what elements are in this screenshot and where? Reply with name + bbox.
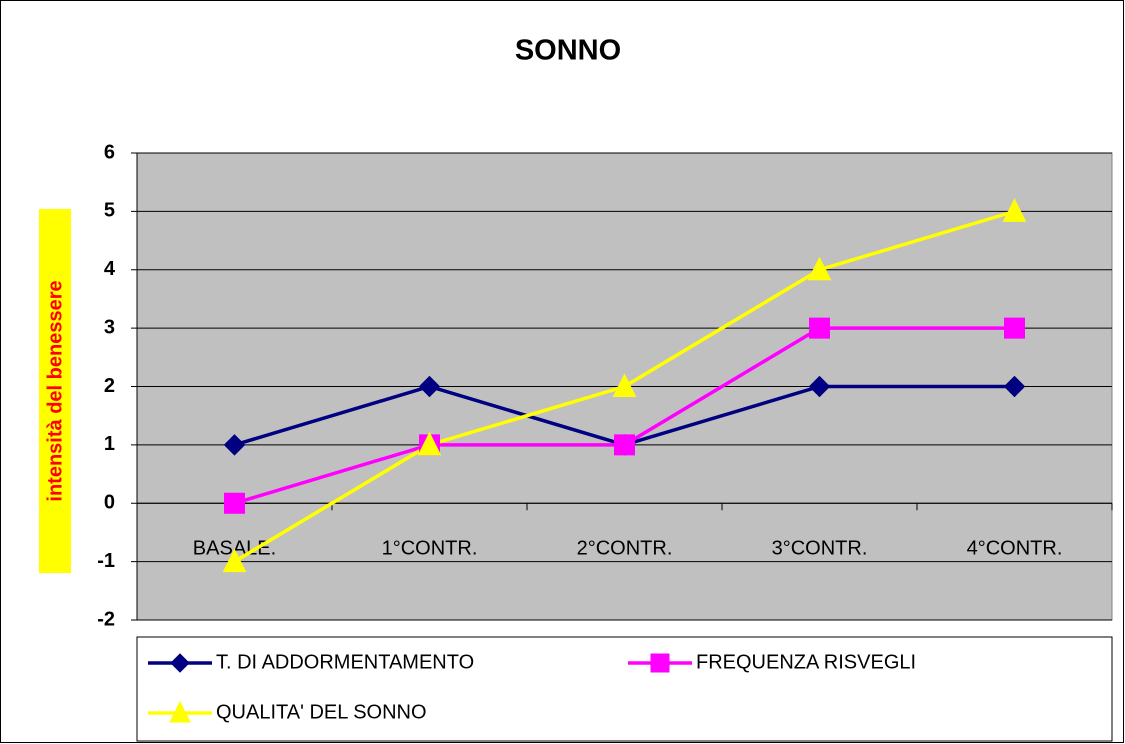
x-tick-label: 3°CONTR. bbox=[772, 538, 868, 560]
y-axis-title: intensità del benessere bbox=[44, 280, 66, 501]
marker bbox=[612, 373, 637, 397]
marker bbox=[1004, 317, 1025, 339]
y-tick-label: 5 bbox=[104, 200, 115, 222]
y-tick-label: -1 bbox=[97, 550, 115, 572]
marker bbox=[809, 317, 830, 339]
marker bbox=[807, 256, 832, 281]
legend-marker bbox=[650, 653, 670, 673]
y-axis-title-background bbox=[39, 209, 71, 573]
marker bbox=[1002, 198, 1027, 222]
y-tick-label: 1 bbox=[104, 433, 115, 455]
marker bbox=[223, 434, 246, 456]
chart-title: SONNO bbox=[515, 35, 621, 67]
legend-box bbox=[136, 636, 1113, 742]
x-tick-label: 1°CONTR. bbox=[382, 538, 478, 560]
y-tick-label: 3 bbox=[104, 316, 115, 338]
y-axis-title-group: intensità del benessere bbox=[39, 209, 71, 573]
legend-marker bbox=[169, 700, 191, 723]
legend-marker bbox=[170, 653, 190, 673]
legend-label: QUALITA' DEL SONNO bbox=[216, 701, 427, 723]
marker bbox=[417, 431, 442, 456]
x-tick-label: 4°CONTR. bbox=[967, 538, 1063, 560]
y-tick-label: 0 bbox=[104, 492, 115, 514]
x-tick-label: 2°CONTR. bbox=[577, 538, 673, 560]
marker bbox=[1003, 375, 1026, 398]
marker bbox=[222, 548, 247, 573]
y-tick-label: 2 bbox=[104, 375, 115, 397]
legend-label: FREQUENZA RISVEGLI bbox=[696, 651, 916, 673]
marker bbox=[418, 375, 441, 398]
marker bbox=[808, 375, 831, 398]
legend-label: T. DI ADDORMENTAMENTO bbox=[216, 651, 474, 673]
y-tick-label: 6 bbox=[104, 141, 115, 163]
y-tick-label: 4 bbox=[104, 258, 116, 280]
y-tick-label: -2 bbox=[97, 608, 115, 630]
marker bbox=[614, 434, 635, 456]
marker bbox=[224, 492, 245, 514]
